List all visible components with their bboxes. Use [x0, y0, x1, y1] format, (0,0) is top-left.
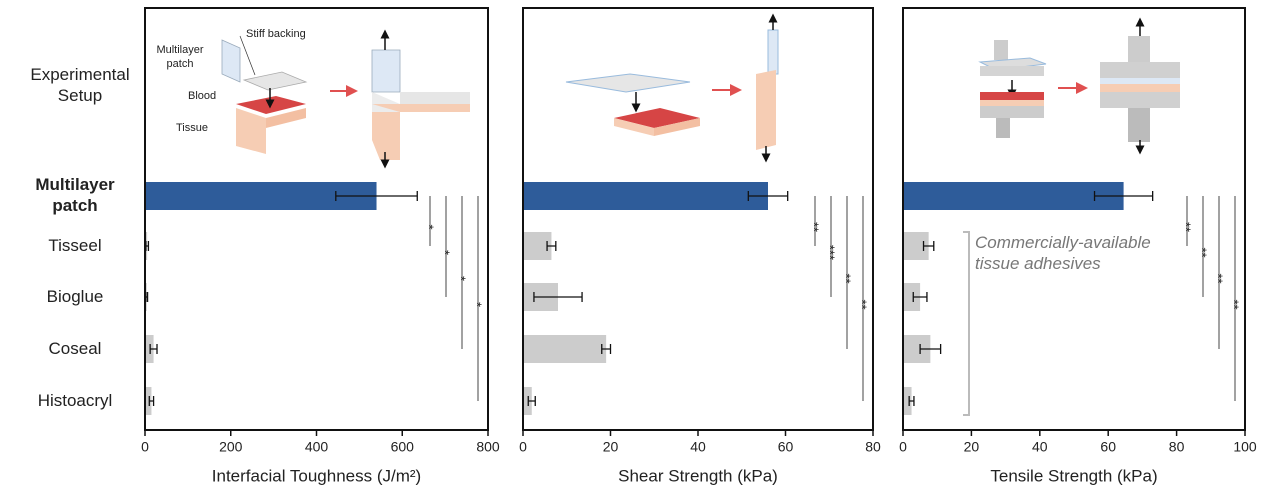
significance-label: ** — [1195, 247, 1210, 257]
x-tick-label: 80 — [865, 439, 881, 455]
significance-label: * — [454, 276, 469, 281]
category-label: Bioglue — [10, 286, 140, 307]
setup-part: Multilayer patch — [150, 44, 210, 72]
x-tick-label: 60 — [778, 439, 794, 455]
setup-diagram-3 — [980, 22, 1180, 150]
x-tick-label: 200 — [219, 439, 243, 455]
significance-label: * — [470, 302, 485, 307]
annotation-bracket — [963, 232, 969, 415]
significance-label: * — [422, 224, 437, 229]
x-tick-label: 40 — [1032, 439, 1048, 455]
x-axis-title: Shear Strength (kPa) — [618, 466, 778, 485]
setup-label: Experimental Setup — [20, 64, 140, 107]
significance-label: ** — [1211, 273, 1226, 283]
category-label: Coseal — [10, 338, 140, 359]
x-tick-label: 100 — [1233, 439, 1257, 455]
significance-label: ** — [1227, 299, 1242, 309]
significance-label: ** — [839, 273, 854, 283]
x-tick-label: 400 — [305, 439, 329, 455]
x-tick-label: 0 — [141, 439, 149, 455]
significance-label: ** — [855, 299, 870, 309]
setup-diagram-2 — [566, 18, 778, 158]
x-tick-label: 800 — [476, 439, 500, 455]
setup-diagram-1 — [222, 34, 470, 164]
x-tick-label: 80 — [1169, 439, 1185, 455]
plot-frame — [903, 8, 1245, 430]
figure: Stiff backing Blood Tissue 0200400600800… — [0, 0, 1266, 491]
significance-label: ** — [1179, 222, 1194, 232]
plot-frame — [523, 8, 873, 430]
annotation: Commercially-available tissue adhesives — [975, 232, 1165, 275]
setup-part: Stiff backing — [246, 28, 306, 40]
x-tick-label: 0 — [519, 439, 527, 455]
x-tick-label: 40 — [690, 439, 706, 455]
significance-label: * — [438, 250, 453, 255]
x-tick-label: 20 — [603, 439, 619, 455]
x-tick-label: 0 — [899, 439, 907, 455]
category-label: Multilayer patch — [10, 174, 140, 217]
significance-label: ** — [807, 222, 822, 232]
x-axis-title: Tensile Strength (kPa) — [990, 466, 1157, 485]
setup-part: Blood — [188, 90, 216, 102]
bar — [903, 182, 1124, 210]
bar — [523, 182, 768, 210]
bar — [523, 335, 606, 363]
category-label: Tisseel — [10, 235, 140, 256]
category-label: Histoacryl — [10, 390, 140, 411]
x-tick-label: 20 — [964, 439, 980, 455]
x-axis-title: Interfacial Toughness (J/m²) — [212, 466, 421, 485]
setup-part: Tissue — [176, 122, 208, 134]
significance-label: *** — [823, 245, 838, 260]
x-tick-label: 600 — [391, 439, 415, 455]
x-tick-label: 60 — [1100, 439, 1116, 455]
